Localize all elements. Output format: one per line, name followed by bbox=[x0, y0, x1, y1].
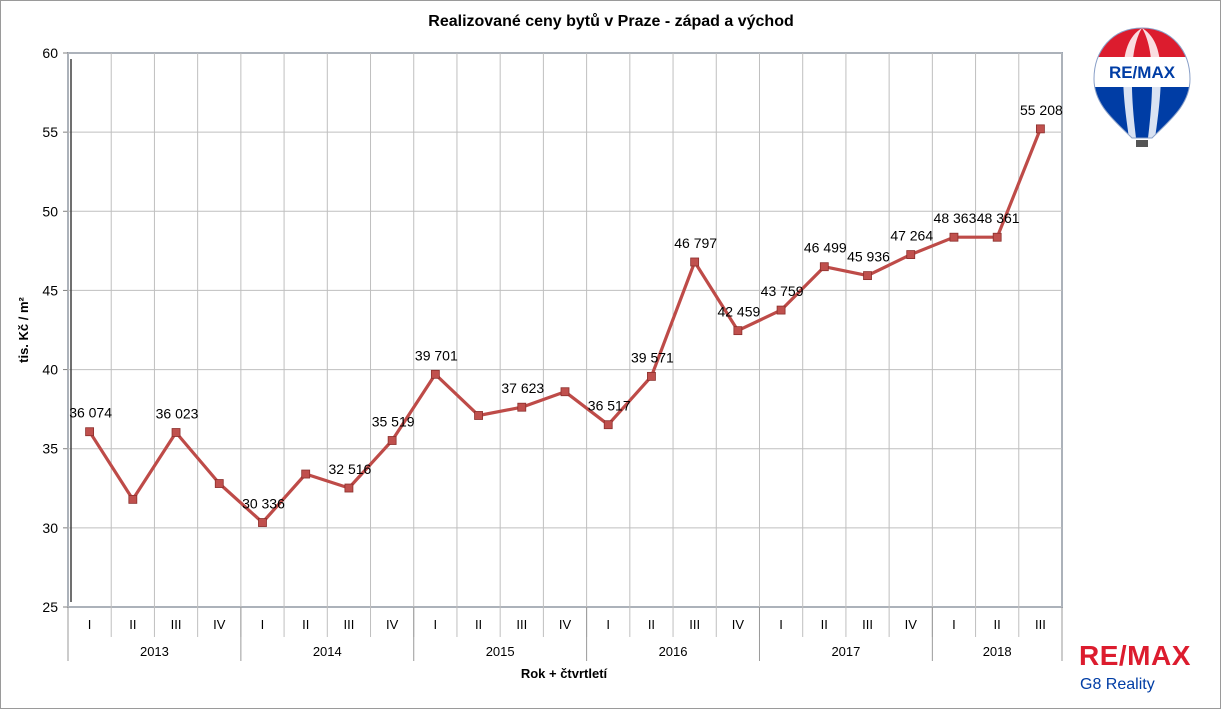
x-year-label: 2017 bbox=[831, 644, 860, 659]
x-year-label: 2018 bbox=[983, 644, 1012, 659]
x-category-label: I bbox=[88, 617, 92, 632]
data-point bbox=[690, 257, 700, 267]
remax-balloon-logo: RE/MAX bbox=[1093, 27, 1191, 147]
data-point bbox=[819, 262, 829, 272]
x-category-label: III bbox=[171, 617, 182, 632]
y-tick-label: 55 bbox=[42, 124, 58, 140]
x-category-label: III bbox=[1035, 617, 1046, 632]
data-point bbox=[301, 469, 311, 479]
data-point bbox=[517, 402, 527, 412]
x-category-label: III bbox=[689, 617, 700, 632]
x-year-label: 2015 bbox=[486, 644, 515, 659]
data-label: 43 759 bbox=[761, 283, 804, 299]
data-point bbox=[344, 483, 354, 493]
data-label: 30 336 bbox=[242, 496, 285, 512]
remax-brand: RE/MAX G8 Reality bbox=[1079, 640, 1191, 693]
x-category-label: IV bbox=[559, 617, 572, 632]
chart-title: Realizované ceny bytů v Praze - západ a … bbox=[428, 13, 793, 30]
y-axis-title: tis. Kč / m² bbox=[16, 296, 31, 362]
y-tick-label: 60 bbox=[42, 45, 58, 61]
plot-area bbox=[67, 52, 1063, 608]
x-category-label: IV bbox=[386, 617, 399, 632]
data-label: 47 264 bbox=[890, 228, 933, 244]
data-label: 35 519 bbox=[372, 413, 415, 429]
data-point bbox=[603, 420, 613, 430]
data-label: 48 361 bbox=[977, 210, 1020, 226]
data-label: 36 074 bbox=[69, 405, 112, 421]
data-label: 39 571 bbox=[631, 349, 674, 365]
x-category-label: IV bbox=[213, 617, 226, 632]
data-label: 36 517 bbox=[588, 398, 631, 414]
x-year-label: 2013 bbox=[140, 644, 169, 659]
y-tick-label: 45 bbox=[42, 282, 58, 298]
data-point bbox=[214, 479, 224, 488]
data-point bbox=[171, 428, 181, 437]
y-tick-label: 25 bbox=[42, 599, 58, 615]
data-label: 32 516 bbox=[328, 461, 371, 477]
data-point bbox=[560, 387, 570, 397]
data-point bbox=[85, 427, 95, 437]
data-point bbox=[992, 232, 1002, 242]
x-category-label: I bbox=[261, 617, 265, 632]
data-label: 55 208 bbox=[1020, 102, 1063, 118]
x-axis-categories: I II III IV I II III IV I II III IV I II III IV I II III IV… bbox=[88, 617, 1046, 659]
x-category-label: III bbox=[516, 617, 527, 632]
data-point bbox=[949, 232, 959, 242]
data-point bbox=[647, 371, 656, 381]
y-axis-ticks: 25 30 35 40 45 50 55 60 bbox=[42, 45, 58, 615]
data-label: 42 459 bbox=[717, 304, 760, 320]
data-point bbox=[1035, 124, 1045, 134]
data-point bbox=[474, 411, 483, 420]
data-label: 46 797 bbox=[674, 235, 717, 251]
y-tick-label: 35 bbox=[42, 441, 58, 457]
x-category-label: II bbox=[302, 617, 309, 632]
balloon-text: RE/MAX bbox=[1109, 63, 1176, 82]
x-category-label: III bbox=[862, 617, 873, 632]
x-category-label: II bbox=[648, 617, 655, 632]
data-label: 36 023 bbox=[156, 406, 199, 422]
data-point bbox=[387, 436, 397, 445]
x-category-label: II bbox=[994, 617, 1001, 632]
data-label: 37 623 bbox=[501, 380, 544, 396]
x-category-label: IV bbox=[732, 617, 745, 632]
data-label: 45 936 bbox=[847, 249, 890, 265]
y-tick-label: 50 bbox=[42, 203, 58, 219]
data-label: 46 499 bbox=[804, 240, 847, 256]
x-category-label: III bbox=[343, 617, 354, 632]
x-category-label: II bbox=[821, 617, 828, 632]
series-line bbox=[85, 124, 1045, 527]
x-category-label: I bbox=[952, 617, 956, 632]
x-category-label: IV bbox=[905, 617, 918, 632]
x-category-label: I bbox=[779, 617, 783, 632]
data-label: 39 701 bbox=[415, 347, 458, 363]
brand-logo-text: RE/MAX bbox=[1079, 640, 1191, 671]
data-point bbox=[863, 271, 872, 281]
data-point bbox=[906, 250, 916, 259]
y-tick-label: 30 bbox=[42, 520, 58, 536]
y-tick-label: 40 bbox=[42, 362, 58, 378]
data-point bbox=[776, 305, 786, 315]
data-point bbox=[430, 369, 440, 379]
data-labels: 36 074 36 023 30 336 32 516 35 519 39 701 37 6… bbox=[69, 102, 1063, 512]
data-point bbox=[258, 518, 267, 527]
x-year-label: 2016 bbox=[659, 644, 688, 659]
data-point bbox=[733, 326, 743, 336]
x-axis-title: Rok + čtvrtletí bbox=[521, 666, 608, 681]
x-category-label: I bbox=[434, 617, 438, 632]
x-category-label: II bbox=[475, 617, 482, 632]
data-point bbox=[128, 494, 138, 504]
grid bbox=[63, 52, 1063, 661]
x-category-label: II bbox=[129, 617, 136, 632]
x-category-label: I bbox=[606, 617, 610, 632]
brand-office-name: G8 Reality bbox=[1080, 676, 1155, 693]
data-label: 48 363 bbox=[934, 210, 977, 226]
x-year-label: 2014 bbox=[313, 644, 342, 659]
